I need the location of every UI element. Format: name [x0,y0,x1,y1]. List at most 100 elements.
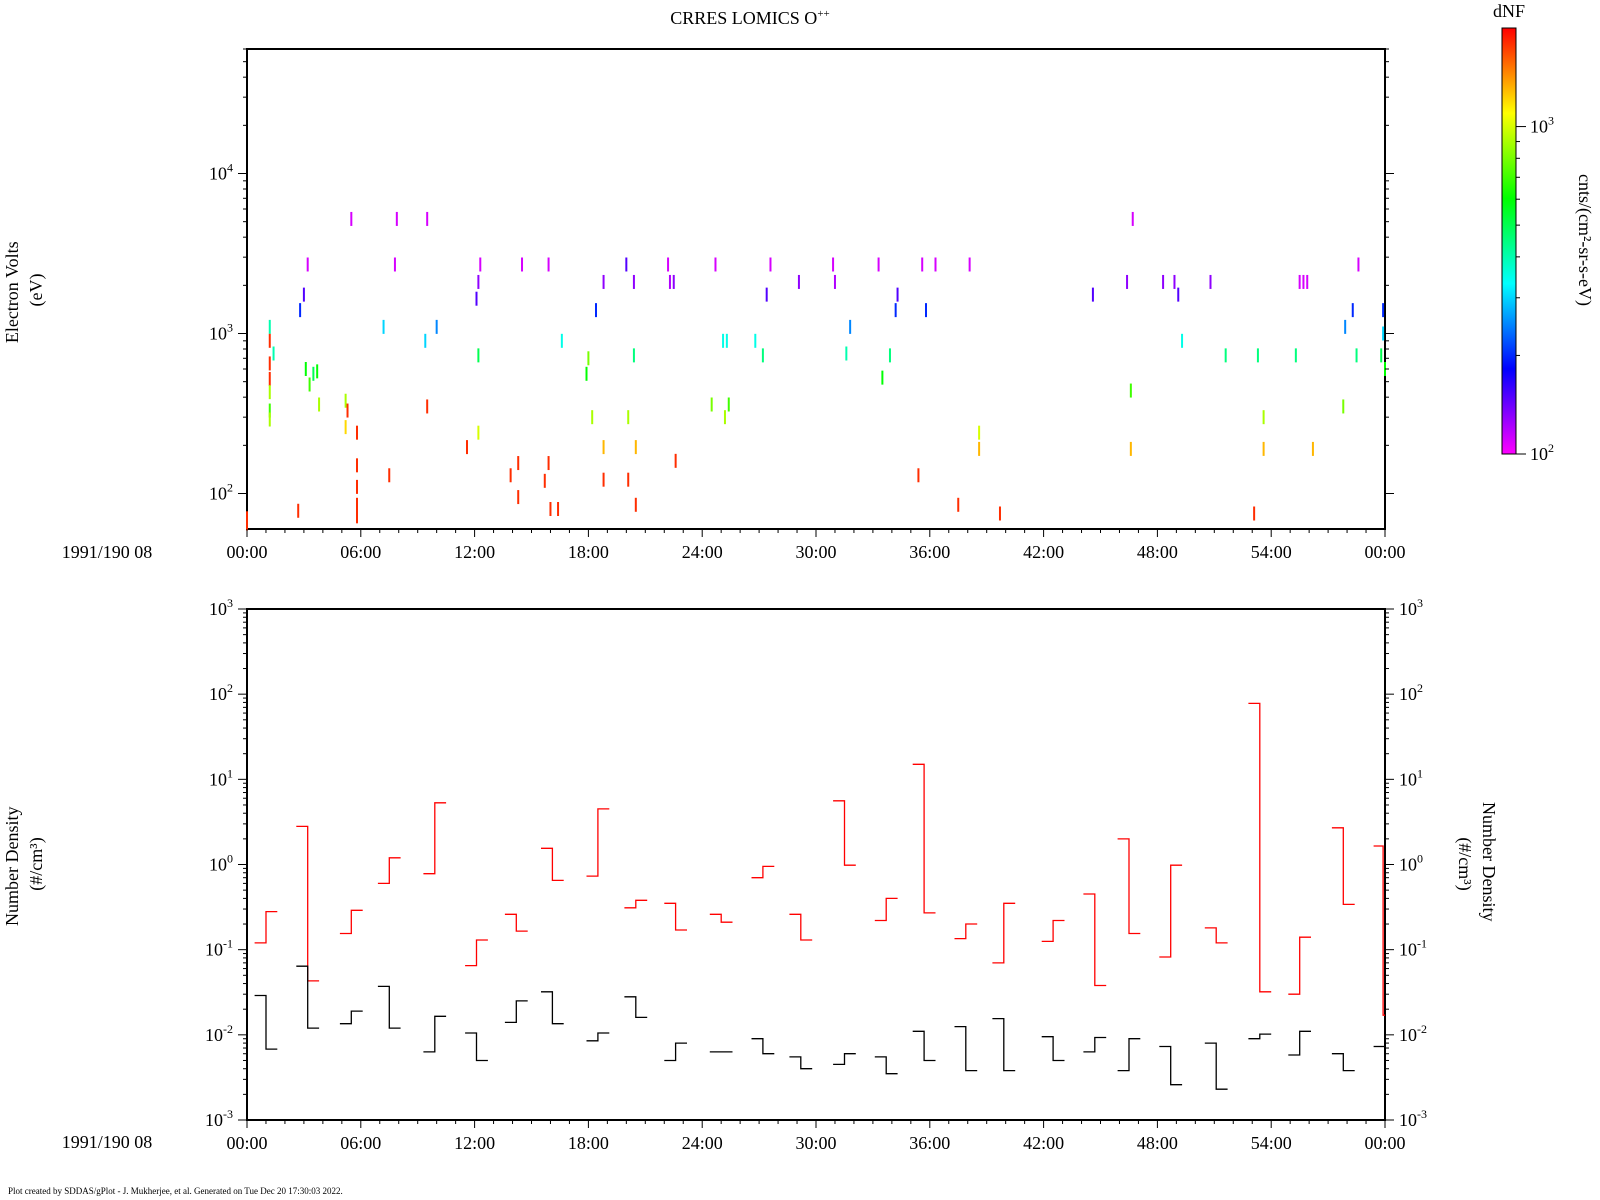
density-black-step [1041,1036,1065,1062]
spectrogram-y-axis-label-line1: Electron Volts [2,241,22,343]
spectrogram-x-tick-label: 54:00 [1251,542,1292,562]
spectrogram-y-tick-label: 102 [209,481,233,504]
density-red-step [709,913,733,923]
density-y-axis-label-left-line2: (#/cm³) [26,837,47,890]
density-x-tick-label: 54:00 [1251,1133,1292,1153]
density-y-tick-label: 103 [209,596,233,619]
density-red-step [423,802,447,875]
density-x-tick-label: 36:00 [909,1133,950,1153]
density-red-step [1159,864,1183,958]
density-x-tick-label: 30:00 [795,1133,836,1153]
density-x-tick-label: 24:00 [682,1133,723,1153]
density-red-step [992,902,1016,964]
spectrogram-y-tick-label: 103 [209,321,233,344]
spectrogram-x-tick-label: 30:00 [795,542,836,562]
colorbar-label: cnts/(cm²-sr-s-eV) [1574,174,1595,306]
density-red-step [1041,919,1065,943]
density-black-step [504,1000,528,1024]
density-red-step [1331,827,1355,906]
colorbar-tick-label: 103 [1530,114,1554,137]
density-red-step [1083,893,1107,987]
density-y-tick-label-right: 103 [1399,596,1423,619]
density-red-step [504,913,528,932]
density-black-step [423,1015,447,1053]
spectrogram-y-axis-label-line2: (eV) [26,274,47,307]
density-black-step [541,991,564,1025]
density-black-step [1117,1038,1141,1072]
spectrogram-x-tick-label: 00:00 [1364,542,1405,562]
spectrogram-x-tick-label: 42:00 [1023,542,1064,562]
density-black-step [296,965,320,1029]
density-black-step [1159,1045,1183,1086]
density-black-step [954,1025,978,1072]
density-red-step [1117,838,1141,935]
spectrogram-x-tick-label: 36:00 [909,542,950,562]
density-y-tick-label-right: 10-2 [1399,1022,1427,1045]
density-black-step [254,994,278,1050]
density-black-step [789,1056,813,1070]
density-red-step [1248,702,1272,993]
density-black-step [992,1017,1016,1072]
colorbar-title: dNF [1493,1,1525,21]
density-y-tick-label: 10-3 [205,1107,233,1130]
density-black-step [1331,1053,1355,1072]
density-x-tick-label: 00:00 [226,1133,267,1153]
spectrogram-x-tick-label: 18:00 [568,542,609,562]
density-black-step [912,1030,936,1062]
density-red-step [586,808,610,877]
density-y-axis-label-left-line1: Number Density [2,807,22,926]
density-red-step [1204,927,1228,944]
spectrogram-x-tick-label: 00:00 [226,542,267,562]
density-red-step [254,910,278,944]
density-y-tick-label-right: 101 [1399,766,1423,789]
density-y-tick-label: 100 [209,852,233,875]
density-x-tick-label: 18:00 [568,1133,609,1153]
density-red-step [833,800,856,866]
density-y-tick-label-right: 102 [1399,681,1423,704]
spectrogram-y-tick-labels: 102 103 104 [209,161,233,504]
number-density-panel: 103 103 102 102 101 101 100 100 10-1 10-1 10-2 10-2… [2,596,1499,1153]
spectrogram-x-tick-label: 12:00 [454,542,495,562]
density-black-step [1204,1042,1228,1090]
density-black-step [664,1042,687,1062]
density-red-step [339,909,363,935]
density-date-label: 1991/190 08 [62,1132,153,1152]
spectrogram-y-tick-label: 104 [209,161,233,184]
colorbar-gradient [1501,27,1517,455]
density-black-step [874,1056,898,1075]
chart-title-superscript: ++ [817,8,829,20]
colorbar-ticks: 102 103 [1516,114,1554,464]
density-black-step [1288,1030,1311,1056]
spectrogram-y-axis-label: Electron Volts (eV) [2,237,47,343]
colorbar: dNF 102 103 cnts/(cm²-sr-s-eV) [1493,1,1595,464]
spectrogram-x-tick-label: 24:00 [682,542,723,562]
spectrogram-frame [246,48,1386,530]
density-red-step [664,902,687,931]
density-x-tick-labels: 00:00 06:00 12:00 18:00 24:00 30:00 36:00 42:00… [226,1133,1405,1153]
spectrogram-ticks [238,48,1394,537]
spectrogram-marks [246,211,1386,531]
spectrogram-x-tick-labels: 00:00 06:00 12:00 18:00 24:00 30:00 36:00 42:00… [226,542,1405,562]
density-x-tick-label: 42:00 [1023,1133,1064,1153]
spectrogram-x-tick-label: 06:00 [340,542,381,562]
footer-credit: Plot created by SDDAS/gPlot - J. Mukherj… [8,1186,343,1196]
density-red-step [541,847,564,882]
density-x-tick-label: 06:00 [340,1133,381,1153]
density-y-axis-label-right: Number Density (#/cm³) [1454,802,1499,926]
density-y-tick-label: 10-2 [205,1022,233,1045]
density-y-tick-labels: 103 103 102 102 101 101 100 100 10-1 10-1 10-2 10-2… [205,596,1427,1130]
density-y-axis-label-left: Number Density (#/cm³) [2,802,47,926]
density-red-step [1373,845,1385,1016]
density-black-step [1083,1036,1107,1053]
density-red-step [624,899,648,909]
density-black-step [751,1038,775,1055]
density-y-tick-label-right: 10-3 [1399,1107,1427,1130]
density-ticks [238,608,1394,1128]
density-red-step [465,939,488,967]
density-x-tick-label: 00:00 [1364,1133,1405,1153]
density-red-step [912,763,936,914]
density-x-tick-label: 12:00 [454,1133,495,1153]
energy-spectrogram-panel: 102 103 104 00:00 06:00 12:00 18:00 24:00 30:00… [2,48,1406,562]
density-y-axis-label-right-line1: Number Density [1479,802,1499,921]
